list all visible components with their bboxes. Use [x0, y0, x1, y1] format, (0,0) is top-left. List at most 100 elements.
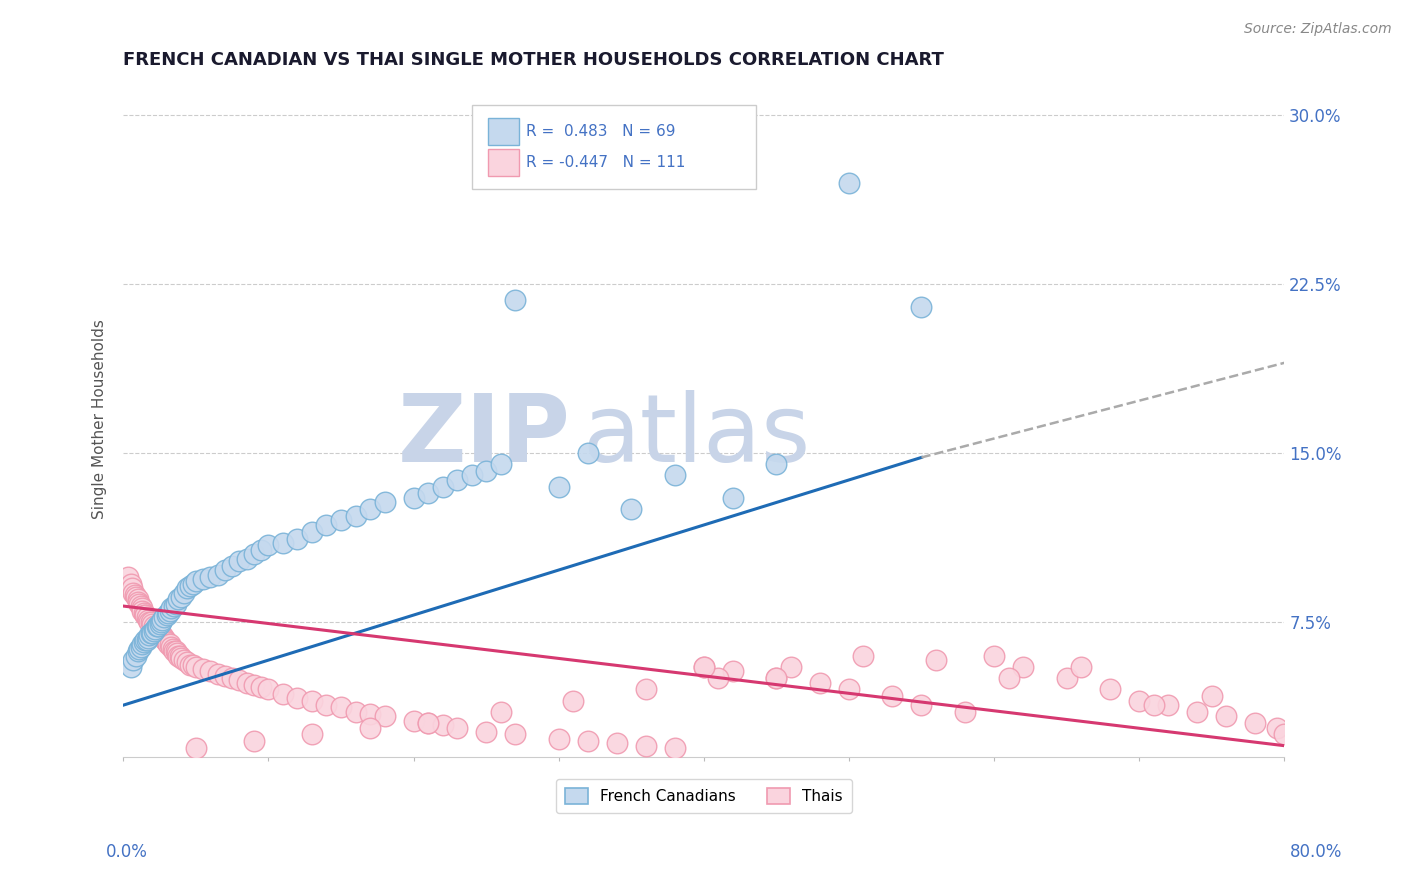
Point [257, 682, 280, 697]
Point [131, 601, 153, 615]
Point [997, 671, 1019, 685]
Point [576, 446, 599, 460]
Point [235, 675, 257, 690]
Point [156, 635, 179, 649]
Point [141, 626, 163, 640]
Point [271, 687, 294, 701]
Point [287, 532, 309, 546]
Point [576, 734, 599, 748]
Point [1099, 682, 1122, 697]
Point [373, 495, 395, 509]
Point [416, 716, 439, 731]
Point [359, 502, 381, 516]
Point [664, 468, 686, 483]
Point [127, 594, 149, 608]
Point [765, 457, 787, 471]
Text: Source: ZipAtlas.com: Source: ZipAtlas.com [1244, 22, 1392, 37]
Point [606, 736, 628, 750]
Point [159, 637, 181, 651]
Point [301, 693, 323, 707]
Point [127, 644, 149, 658]
Point [122, 653, 145, 667]
Point [882, 689, 904, 703]
Point [159, 603, 181, 617]
Point [765, 671, 787, 685]
Point [162, 641, 184, 656]
Point [925, 653, 948, 667]
Point [165, 597, 187, 611]
Point [200, 665, 222, 679]
Point [184, 740, 207, 755]
Point [693, 660, 716, 674]
Point [1187, 705, 1209, 719]
Point [547, 480, 569, 494]
Point [170, 651, 193, 665]
Point [120, 576, 142, 591]
Point [181, 657, 204, 672]
Point [838, 682, 860, 697]
Point [402, 714, 425, 728]
Point [150, 628, 173, 642]
Point [664, 740, 686, 755]
Point [134, 608, 156, 623]
Point [184, 660, 207, 674]
Point [122, 585, 145, 599]
Point [165, 644, 187, 658]
Point [315, 698, 337, 713]
Point [983, 648, 1005, 663]
Point [301, 524, 323, 539]
Point [460, 468, 482, 483]
Point [301, 727, 323, 741]
Point [157, 637, 180, 651]
Point [562, 693, 585, 707]
Point [167, 592, 190, 607]
Point [146, 619, 169, 633]
FancyBboxPatch shape [488, 149, 519, 176]
Text: atlas: atlas [582, 390, 810, 482]
Point [780, 660, 803, 674]
Point [166, 646, 188, 660]
Point [221, 558, 243, 573]
Point [169, 648, 191, 663]
Point [1056, 671, 1078, 685]
Point [129, 640, 152, 654]
Point [1215, 709, 1237, 723]
Point [173, 653, 195, 667]
Point [214, 669, 236, 683]
Point [170, 590, 193, 604]
Point [128, 597, 150, 611]
Point [1244, 716, 1267, 731]
Point [250, 542, 273, 557]
Point [503, 293, 526, 307]
Point [138, 615, 160, 629]
Point [176, 656, 198, 670]
FancyBboxPatch shape [471, 105, 756, 189]
Point [489, 457, 512, 471]
Point [117, 570, 139, 584]
Point [132, 606, 155, 620]
Point [124, 588, 146, 602]
Point [200, 570, 222, 584]
Point [138, 628, 160, 642]
Point [167, 648, 190, 663]
Point [184, 574, 207, 589]
Point [344, 705, 367, 719]
Point [152, 613, 174, 627]
Point [143, 622, 166, 636]
Point [416, 716, 439, 731]
Point [330, 700, 353, 714]
Point [145, 622, 167, 636]
Point [359, 721, 381, 735]
Point [765, 671, 787, 685]
Point [1128, 693, 1150, 707]
Point [143, 622, 166, 636]
Point [1143, 698, 1166, 713]
Point [953, 705, 976, 719]
Point [243, 678, 266, 692]
Point [163, 644, 186, 658]
Point [620, 502, 643, 516]
Point [173, 585, 195, 599]
Point [359, 707, 381, 722]
Point [153, 631, 176, 645]
Point [228, 673, 250, 688]
